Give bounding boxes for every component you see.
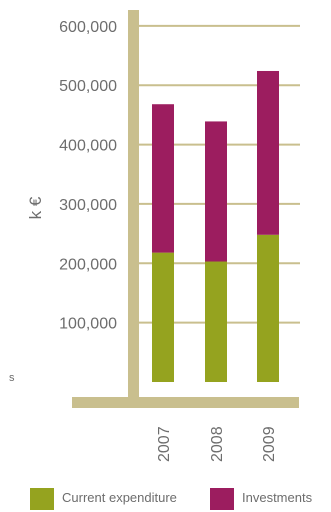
y-tick-label: 600,000 [59, 19, 117, 36]
y-tick-label: 400,000 [59, 138, 117, 155]
bar-segment-investments-2008 [205, 121, 227, 262]
y-tick-label: 300,000 [59, 197, 117, 214]
legend-label-current-expenditure: Current expenditure [62, 490, 177, 505]
y-tick-label: 200,000 [59, 256, 117, 273]
legend-label-investments: Investments [242, 490, 313, 505]
x-axis-line [72, 397, 299, 408]
legend-swatch-current-expenditure [30, 488, 54, 510]
bar-segment-investments-2007 [152, 104, 174, 253]
y-tick-label: 500,000 [59, 78, 117, 95]
y-tick-label: 100,000 [59, 316, 117, 333]
x-category-label-2009: 2009 [261, 426, 278, 462]
legend-swatch-investments [210, 488, 234, 510]
x-category-label-2007: 2007 [156, 426, 173, 462]
x-category-labels: 2007 2008 2009 [156, 426, 278, 462]
bar-segment-current-expenditure-2007 [152, 252, 174, 382]
bars [152, 70, 279, 382]
y-axis-line [128, 10, 139, 408]
bar-segment-current-expenditure-2008 [205, 261, 227, 382]
bar-segment-investments-2009 [257, 70, 279, 235]
x-category-label-2008: 2008 [209, 426, 226, 462]
y-tick-labels: 100,000 200,000 300,000 400,000 500,000 600,0… [59, 19, 117, 333]
bar-segment-current-expenditure-2009 [257, 234, 279, 382]
stray-text: s [9, 372, 15, 384]
y-axis-label: k € [26, 196, 45, 219]
